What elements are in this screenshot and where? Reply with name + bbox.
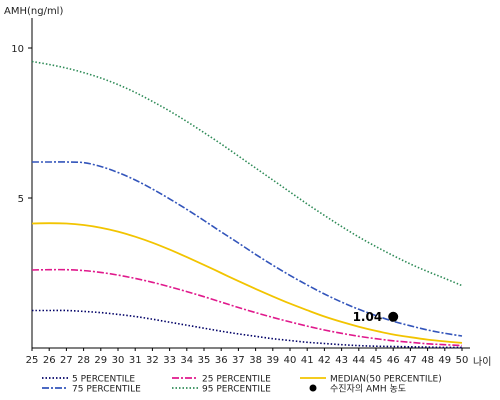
x-axis-title: 나이 bbox=[473, 356, 491, 368]
x-tick-label: 49 bbox=[438, 355, 451, 366]
y-tick-label: 5 bbox=[18, 194, 24, 205]
x-tick-label: 34 bbox=[180, 355, 193, 366]
legend-label: 5 PERCENTILE bbox=[72, 375, 135, 385]
series-line-25-percentile bbox=[31, 268, 463, 347]
legend-label: 75 PERCENTILE bbox=[72, 385, 141, 395]
x-ticks: 25 26 27 28 29 30 31 32 33 34 35 36 37 38 39 40 41 42 43 44… bbox=[26, 348, 469, 366]
legend: 5 PERCENTILE 25 PERCENTILE MEDIAN(50 PERCE… bbox=[42, 375, 442, 395]
x-tick-label: 30 bbox=[112, 355, 125, 366]
x-tick-label: 40 bbox=[284, 355, 297, 366]
x-tick-label: 39 bbox=[266, 355, 279, 366]
y-ticks: 5 10 bbox=[11, 44, 32, 205]
patient-amh-label: 1.04 bbox=[353, 310, 383, 324]
x-tick-label: 42 bbox=[318, 355, 331, 366]
x-tick-label: 33 bbox=[163, 355, 176, 366]
series-line-95-percentile bbox=[31, 60, 463, 287]
x-tick-label: 47 bbox=[404, 355, 417, 366]
patient-marker: 1.04 bbox=[353, 310, 399, 324]
x-tick-label: 38 bbox=[249, 355, 262, 366]
x-tick-label: 45 bbox=[370, 355, 383, 366]
x-tick-label: 43 bbox=[335, 355, 348, 366]
x-tick-label: 32 bbox=[146, 355, 159, 366]
series-line-median-50-percentile bbox=[31, 222, 463, 344]
legend-label: 25 PERCENTILE bbox=[202, 375, 271, 385]
axes bbox=[31, 18, 470, 349]
x-tick-label: 35 bbox=[198, 355, 211, 366]
y-tick-label: 10 bbox=[11, 44, 24, 55]
x-tick-label: 46 bbox=[387, 355, 400, 366]
patient-amh-point bbox=[388, 311, 399, 322]
legend-label: MEDIAN(50 PERCENTILE) bbox=[330, 375, 442, 385]
x-tick-label: 37 bbox=[232, 355, 245, 366]
legend-marker-swatch bbox=[309, 384, 317, 392]
series-line-5-percentile bbox=[32, 309, 463, 349]
x-tick-label: 25 bbox=[26, 355, 39, 366]
x-tick-label: 44 bbox=[352, 355, 365, 366]
x-tick-label: 28 bbox=[77, 355, 90, 366]
legend-label: 95 PERCENTILE bbox=[202, 385, 271, 395]
legend-label: 수진자의 AMH 농도 bbox=[330, 384, 406, 395]
y-axis-title: AMH(ng/ml) bbox=[4, 6, 63, 17]
x-tick-label: 29 bbox=[94, 355, 107, 366]
x-tick-label: 41 bbox=[301, 355, 314, 366]
x-tick-label: 50 bbox=[456, 355, 469, 366]
x-tick-label: 48 bbox=[421, 355, 434, 366]
series-line-75-percentile bbox=[32, 161, 463, 337]
x-tick-label: 27 bbox=[60, 355, 73, 366]
x-tick-label: 26 bbox=[43, 355, 56, 366]
x-tick-label: 36 bbox=[215, 355, 228, 366]
series-lines bbox=[31, 60, 463, 349]
x-tick-label: 31 bbox=[129, 355, 142, 366]
